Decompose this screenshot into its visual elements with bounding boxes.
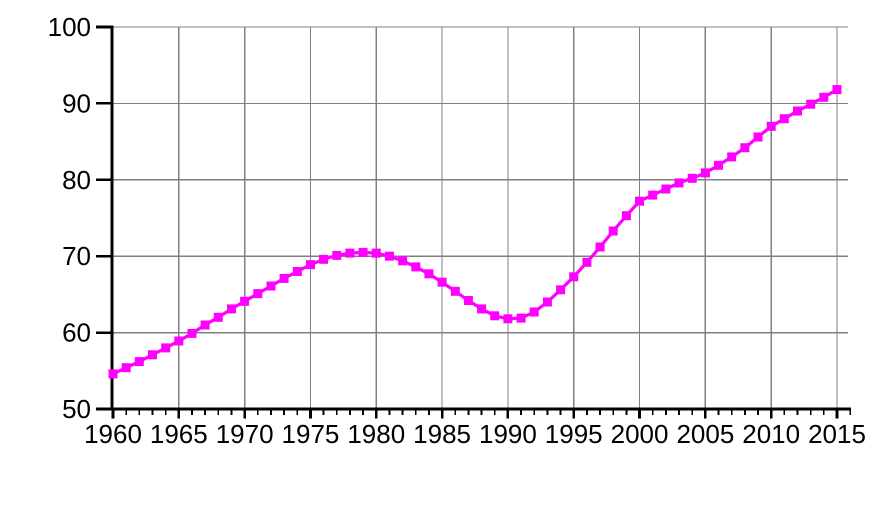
- data-point: [240, 296, 250, 306]
- x-tick-label: 1985: [413, 419, 471, 449]
- data-point: [161, 343, 171, 353]
- x-tick-label: 2010: [742, 419, 800, 449]
- data-point: [411, 262, 421, 272]
- data-point: [674, 178, 684, 188]
- data-point: [292, 267, 302, 276]
- x-tick-label: 2000: [611, 419, 669, 449]
- data-point: [648, 190, 658, 200]
- y-tick-labels: 50 60 70 80 90 100: [48, 12, 91, 424]
- data-point: [266, 281, 276, 291]
- data-point: [661, 184, 671, 194]
- data-point: [134, 357, 144, 367]
- x-tick-label: 1970: [216, 419, 274, 449]
- x-tick-label: 1960: [84, 419, 142, 449]
- data-point: [319, 254, 329, 264]
- x-tick-label: 1965: [150, 419, 208, 449]
- data-point: [437, 277, 447, 287]
- y-tick-label: 80: [62, 165, 91, 195]
- data-point: [253, 289, 263, 299]
- data-point: [227, 304, 236, 314]
- data-point: [516, 313, 526, 323]
- data-point: [569, 272, 579, 282]
- data-point: [582, 257, 592, 267]
- data-point: [806, 99, 816, 109]
- x-tick-label: 1990: [479, 419, 537, 449]
- y-tick-label: 60: [62, 318, 91, 348]
- data-point: [187, 328, 197, 338]
- data-point: [753, 132, 763, 142]
- y-tick-label: 100: [48, 12, 91, 42]
- data-point: [556, 285, 566, 295]
- data-point: [279, 273, 289, 283]
- data-point: [529, 307, 539, 317]
- data-point: [793, 106, 802, 116]
- data-point: [398, 256, 408, 266]
- data-point: [832, 85, 842, 95]
- data-point: [463, 296, 473, 305]
- axes: [96, 25, 852, 419]
- data-point: [687, 173, 697, 183]
- data-point: [503, 314, 513, 324]
- data-point: [490, 311, 500, 321]
- data-point: [714, 160, 723, 170]
- x-tick-label: 1995: [545, 419, 603, 449]
- data-point: [121, 363, 131, 373]
- data-point: [727, 152, 737, 162]
- data-point: [384, 251, 394, 261]
- data-point: [108, 369, 118, 379]
- data-point: [358, 247, 368, 257]
- data-point: [766, 121, 776, 131]
- y-tick-label: 50: [62, 394, 91, 424]
- data-point: [345, 248, 355, 258]
- data-point: [450, 286, 460, 296]
- x-tick-label: 1980: [347, 419, 405, 449]
- x-tick-label: 1975: [282, 419, 340, 449]
- data-point: [542, 297, 552, 307]
- data-point: [700, 168, 710, 178]
- y-tick-label: 90: [62, 88, 91, 118]
- data-series: [108, 85, 842, 379]
- data-point: [477, 304, 487, 314]
- data-point: [779, 114, 789, 124]
- y-tick-label: 70: [62, 241, 91, 271]
- data-point: [174, 336, 184, 346]
- grid-lines: [112, 26, 848, 409]
- x-tick-labels: 1960 1965 1970 1975 1980 1985 1990 1995 2000 2005…: [84, 419, 866, 449]
- data-point: [621, 211, 631, 221]
- data-point: [371, 248, 381, 258]
- x-tick-label: 2015: [808, 419, 866, 449]
- data-point: [332, 250, 342, 260]
- data-point: [635, 196, 644, 206]
- data-point: [148, 350, 157, 360]
- data-point: [819, 92, 829, 102]
- data-point: [200, 320, 210, 330]
- data-point: [740, 143, 750, 153]
- x-tick-label: 2005: [676, 419, 734, 449]
- data-point: [306, 260, 315, 270]
- data-point: [595, 242, 605, 252]
- data-point: [213, 312, 223, 322]
- data-point: [424, 269, 434, 279]
- data-point: [608, 226, 618, 236]
